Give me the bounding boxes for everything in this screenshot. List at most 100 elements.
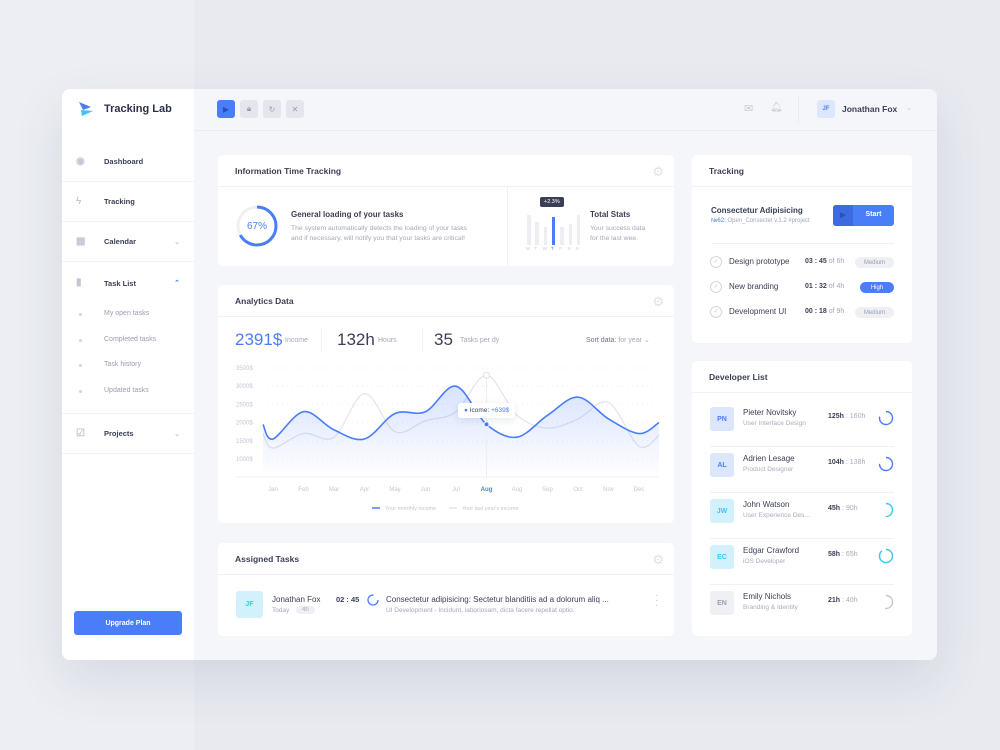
priority-badge: High (860, 282, 894, 293)
day-label: T (550, 246, 554, 251)
top-bar: ▶ 🔒︎ ↻ ✕ ✉ 🔔︎ JF Jonathan Fox ⌄ (194, 89, 937, 131)
assignee-name: Jonathan Fox (272, 595, 321, 604)
gear-icon[interactable]: ⚙ (652, 294, 664, 309)
weekly-bar (560, 226, 564, 245)
analytics-card: Analytics Data ⚙ 2391$ Income 132h Hours… (218, 285, 674, 523)
developer-hours: 21h : 40h (828, 597, 858, 604)
x-tick-label: Aug (481, 487, 493, 493)
lock-button[interactable]: 🔒︎ (240, 100, 258, 118)
developer-row[interactable]: PN Pieter Novitsky User Interface Design 12… (710, 401, 894, 447)
avatar[interactable]: JF (817, 100, 835, 118)
hours-value: 132h (337, 330, 375, 349)
close-icon: ✕ (291, 104, 299, 114)
day-label: S (575, 246, 579, 251)
more-options-icon[interactable]: · · · (655, 590, 659, 611)
sidebar-item-task-list[interactable]: ▮ Task List ⌃ (76, 277, 180, 288)
progress-ring (236, 205, 278, 247)
x-tick-label: Feb (298, 487, 309, 493)
tasks-value: 35 (434, 330, 453, 349)
tracking-task[interactable]: ✓ New branding 01 : 32 of 4h High (710, 281, 894, 301)
sidebar-subitem[interactable]: Updated tasks (79, 386, 149, 394)
income-label: Income (285, 337, 308, 344)
developer-row[interactable]: EC Edgar Crawford iOS Developer 58h : 65h (710, 539, 894, 585)
y-tick-label: 1000$ (236, 457, 253, 463)
chevron-icon: ⌄ (174, 430, 180, 438)
sidebar-item-projects[interactable]: ☑ Projects ⌄ (62, 414, 194, 454)
y-tick-label: 2500$ (236, 402, 253, 408)
day-label: T (534, 246, 538, 251)
weekly-bar (568, 223, 572, 245)
lightning-icon: ϟ (76, 195, 82, 207)
lock-icon: 🔒︎ (246, 104, 252, 113)
logo-icon (79, 102, 93, 116)
task-title[interactable]: Consectetur adipisicing: Sectetur blandi… (386, 595, 609, 604)
developer-role: Product Designer (743, 466, 794, 473)
day-label: F (559, 246, 562, 251)
hours-label: Hours (378, 337, 397, 344)
legend-label: Your monthly income (385, 506, 436, 512)
total-stats-title: Total Stats (590, 210, 631, 219)
weekly-bar (551, 216, 556, 245)
bar-chart-icon: ▮ (76, 277, 82, 288)
refresh-icon: ↻ (268, 104, 276, 114)
play-button[interactable]: ▶ (217, 100, 235, 118)
calendar-icon: ▦ (76, 235, 86, 247)
developer-name: Adrien Lesage (743, 454, 795, 463)
x-tick-label: Nov (603, 487, 614, 493)
day-label: M (526, 246, 530, 251)
sidebar-item-calendar[interactable]: ▦ Calendar ⌄ (62, 222, 194, 262)
app-title: Tracking Lab (104, 103, 172, 115)
series-area-monthly (263, 386, 659, 477)
tracking-task[interactable]: ✓ Development UI 00 : 18 of 9h Medium (710, 306, 894, 326)
chevron-icon: ⌄ (174, 238, 180, 246)
refresh-button[interactable]: ↻ (263, 100, 281, 118)
chart-tooltip: ● Icome: +639$ (458, 403, 516, 418)
developer-role: iOS Developer (743, 558, 786, 565)
avatar: PN (710, 407, 734, 431)
sidebar-item-dashboard[interactable]: ◉ Dashboard (62, 142, 194, 182)
gear-icon[interactable]: ⚙ (652, 552, 664, 567)
developer-role: Branding & Identity (743, 604, 798, 611)
close-button[interactable]: ✕ (286, 100, 304, 118)
sidebar-subitem[interactable]: Completed tasks (78, 335, 157, 343)
data-point[interactable] (483, 371, 490, 379)
developer-name: John Watson (743, 500, 790, 509)
developer-row[interactable]: AL Adrien Lesage Product Designer 104h : 13… (710, 447, 894, 493)
user-name[interactable]: Jonathan Fox (842, 104, 898, 114)
income-chart: 3500$ 3000$ 2500$ 2000$ 1500$ 1000$ Jan Feb Mar A… (235, 366, 660, 512)
avatar: EC (710, 545, 734, 569)
sort-dropdown[interactable]: Sort data: for year ⌄ (586, 337, 650, 344)
sidebar-item-tracking[interactable]: ϟ Tracking (62, 182, 194, 222)
developer-role: User Interface Design (743, 420, 806, 427)
tracking-card: Tracking Consectetur Adipisicing №62: Op… (692, 155, 912, 343)
avatar: EN (710, 591, 734, 615)
data-point[interactable] (483, 421, 490, 428)
income-value: 2391$ (235, 330, 283, 349)
bell-icon[interactable]: 🔔︎ (770, 102, 783, 113)
developer-row[interactable]: JW John Watson User Experience Des... 45h :… (710, 493, 894, 539)
check-circle-icon[interactable]: ✓ (710, 281, 722, 293)
assigned-tasks-card: Assigned Tasks ⚙ JF Jonathan Fox Today 4… (218, 543, 674, 636)
x-tick-label: Dec (634, 487, 645, 493)
total-stats-text: Your success data for the last wee. (590, 225, 646, 242)
chevron-down-icon[interactable]: ⌄ (906, 105, 912, 112)
developer-list-card: Developer List PN Pieter Novitsky User Int… (692, 361, 912, 636)
developer-row[interactable]: EN Emily Nichols Branding & Identity 21h : … (710, 585, 894, 631)
sidebar-subitem[interactable]: Task history (79, 361, 141, 368)
gear-icon[interactable]: ⚙ (652, 164, 664, 179)
card-title: Assigned Tasks (235, 554, 300, 564)
x-tick-label: Oct (573, 487, 583, 493)
check-circle-icon[interactable]: ✓ (710, 306, 722, 318)
mail-icon[interactable]: ✉ (744, 103, 754, 115)
upgrade-plan-button[interactable]: Upgrade Plan (74, 611, 182, 635)
y-tick-label: 3000$ (236, 384, 253, 390)
play-icon: ▶ (222, 104, 230, 114)
sidebar-subitem[interactable]: My open tasks (78, 310, 150, 317)
y-tick-label: 2000$ (236, 421, 253, 427)
start-button[interactable]: ▶ Start (833, 205, 894, 226)
loading-text: The system automatically detects the loa… (291, 225, 468, 242)
x-tick-label: Jul (452, 487, 460, 493)
check-circle-icon[interactable]: ✓ (710, 256, 722, 268)
weekly-bar (543, 226, 548, 245)
tracking-task[interactable]: ✓ Design prototype 03 : 45 of 6h Medium (710, 256, 894, 276)
